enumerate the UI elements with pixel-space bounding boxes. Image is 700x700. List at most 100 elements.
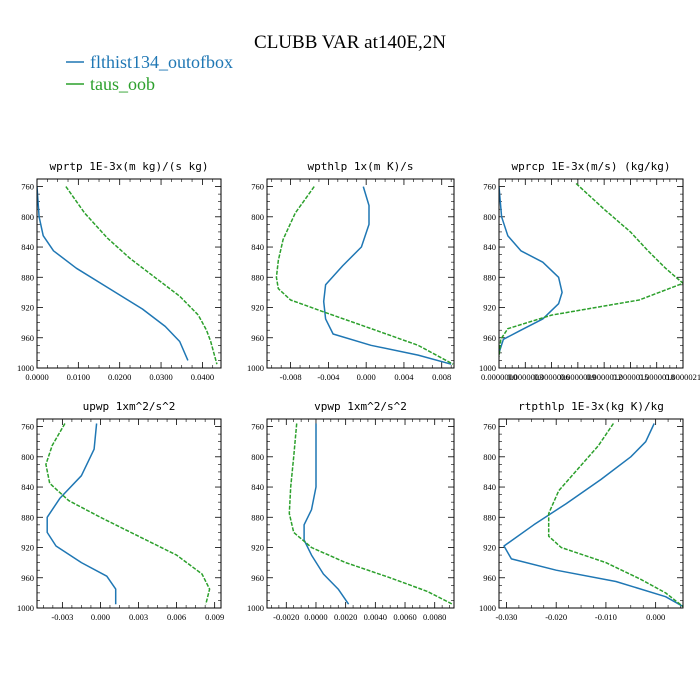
- y-tick-label: 1000: [247, 603, 264, 613]
- y-tick-label: 920: [251, 303, 264, 313]
- series-line-2: [499, 182, 683, 357]
- x-tick-label: 0.0000: [25, 372, 48, 382]
- x-tick-label: -0.008: [280, 372, 302, 382]
- series-line-2: [45, 423, 211, 605]
- x-tick-label: 0.008: [432, 372, 451, 382]
- x-tick-label: 0.0200: [108, 372, 131, 382]
- x-tick-label: 0.000: [646, 612, 665, 622]
- plot-frame: [36, 178, 222, 369]
- panel-1: wprtp 1E-3x(m kg)/(s kg) 760 800 840 880 920 9…: [17, 160, 222, 382]
- x-tick-label: 0.003: [129, 612, 148, 622]
- x-tick-label: 0.004: [394, 372, 414, 382]
- panel-title: wprcp 1E-3x(m/s) (kg/kg): [512, 160, 671, 173]
- x-tick-label: -0.0020: [273, 612, 299, 622]
- legend-label-series-1: flthist134_outofbox: [90, 52, 233, 72]
- x-tick-label: 0.006: [167, 612, 186, 622]
- y-tick-label: 920: [483, 543, 496, 553]
- y-tick-label: 840: [21, 482, 34, 492]
- y-tick-label: 920: [483, 303, 496, 313]
- panel-3: wprcp 1E-3x(m/s) (kg/kg) 760 800 840 880 920 9…: [479, 160, 700, 382]
- series-group: [45, 423, 211, 605]
- series-group: [275, 186, 454, 365]
- y-tick-label: 960: [251, 333, 264, 343]
- y-tick-label: 880: [251, 272, 264, 282]
- plot-frame: [36, 418, 222, 609]
- x-tick-label: 0.0060: [393, 612, 416, 622]
- panel-2: wpthlp 1x(m K)/s 760 800 840 880 920 960 1000 -0…: [247, 160, 455, 382]
- y-tick-label: 840: [21, 242, 34, 252]
- y-tick-label: 1000: [17, 603, 34, 613]
- panel-title: rtpthlp 1E-3x(kg K)/kg: [518, 400, 664, 413]
- x-tick-label: 0.0020: [334, 612, 357, 622]
- series-line-2: [547, 423, 683, 608]
- series-line-1: [303, 423, 350, 605]
- y-tick-label: 960: [483, 573, 496, 583]
- panel-title: wprtp 1E-3x(m kg)/(s kg): [50, 160, 209, 173]
- y-tick-label: 760: [21, 182, 34, 192]
- y-tick-label: 960: [251, 573, 264, 583]
- x-tick-label: 0.0300: [149, 372, 172, 382]
- series-group: [37, 186, 218, 365]
- y-tick-label: 1000: [17, 363, 34, 373]
- x-tick-label: -0.004: [317, 372, 340, 382]
- series-group: [503, 423, 683, 608]
- panels-grid: wprtp 1E-3x(m kg)/(s kg) 760 800 840 880 920 9…: [17, 160, 700, 622]
- series-line-1: [499, 186, 563, 354]
- y-tick-label: 960: [21, 573, 34, 583]
- series-group: [499, 182, 683, 357]
- legend-label-series-2: taus_oob: [90, 74, 155, 94]
- x-tick-label: 0.000: [357, 372, 376, 382]
- series-line-1: [322, 186, 452, 365]
- series-line-1: [37, 186, 189, 361]
- x-tick-label: 0.0000021: [665, 372, 700, 382]
- panel-title: vpwp 1xm^2/s^2: [314, 400, 407, 413]
- y-tick-label: 880: [21, 272, 34, 282]
- y-tick-label: 760: [21, 422, 34, 432]
- y-tick-label: 880: [21, 512, 34, 522]
- y-tick-label: 920: [21, 303, 34, 313]
- y-tick-label: 840: [483, 242, 496, 252]
- y-tick-label: 1000: [479, 363, 496, 373]
- y-tick-label: 800: [251, 212, 264, 222]
- y-tick-label: 760: [483, 182, 496, 192]
- x-tick-label: 0.0000000: [481, 372, 517, 382]
- panel-title: upwp 1xm^2/s^2: [83, 400, 176, 413]
- y-tick-label: 800: [21, 452, 34, 462]
- x-tick-label: -0.010: [595, 612, 617, 622]
- y-tick-label: 920: [251, 543, 264, 553]
- panel-6: rtpthlp 1E-3x(kg K)/kg 760 800 840 880 920 960…: [479, 400, 684, 622]
- x-tick-label: 0.0000015: [612, 372, 648, 382]
- y-tick-label: 760: [483, 422, 496, 432]
- y-tick-label: 920: [21, 543, 34, 553]
- x-tick-label: -0.003: [51, 612, 73, 622]
- series-line-2: [65, 186, 218, 365]
- y-tick-label: 960: [483, 333, 496, 343]
- y-tick-label: 800: [251, 452, 264, 462]
- x-tick-label: 0.0400: [191, 372, 214, 382]
- panel-5: vpwp 1xm^2/s^2 760 800 840 880 920 960 1000 -0.0…: [247, 400, 455, 622]
- y-tick-label: 760: [251, 182, 264, 192]
- panel-title: wpthlp 1x(m K)/s: [308, 160, 414, 173]
- y-tick-label: 880: [483, 272, 496, 282]
- series-line-1: [46, 423, 117, 605]
- plot-frame: [498, 178, 684, 369]
- y-tick-label: 840: [483, 482, 496, 492]
- x-tick-label: 0.0040: [364, 612, 387, 622]
- series-group: [288, 423, 453, 605]
- figure-title: CLUBB VAR at140E,2N: [254, 32, 446, 53]
- y-tick-label: 840: [251, 242, 264, 252]
- x-tick-label: -0.030: [495, 612, 517, 622]
- y-tick-label: 1000: [247, 363, 264, 373]
- x-tick-label: -0.020: [545, 612, 567, 622]
- x-tick-label: 0.0000018: [639, 372, 675, 382]
- x-tick-label: 0.0000: [304, 612, 327, 622]
- series-line-1: [503, 423, 683, 608]
- x-tick-label: 0.0000009: [560, 372, 596, 382]
- panel-4: upwp 1xm^2/s^2 760 800 840 880 920 960 1000 -0.0…: [17, 400, 224, 622]
- x-tick-label: 0.009: [205, 612, 224, 622]
- y-tick-label: 800: [483, 212, 496, 222]
- y-tick-label: 840: [251, 482, 264, 492]
- y-tick-label: 1000: [479, 603, 496, 613]
- plot-frame: [266, 178, 455, 369]
